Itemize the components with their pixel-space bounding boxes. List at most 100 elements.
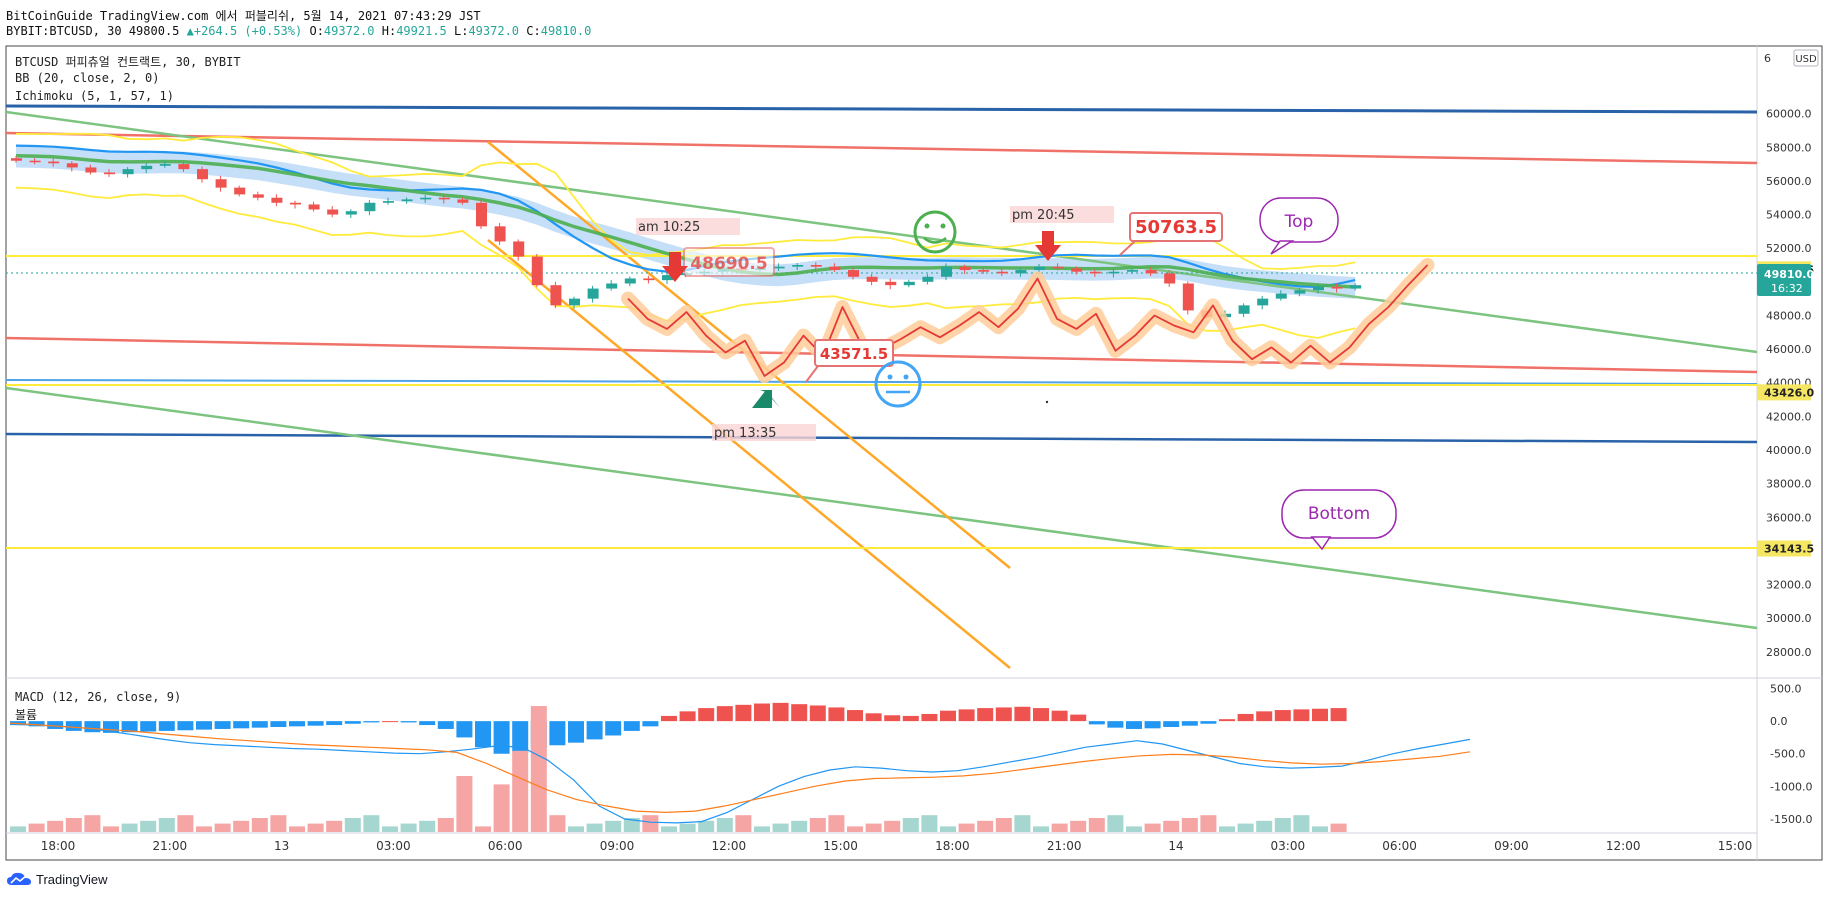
channel-line-orange-lower[interactable] — [487, 239, 1011, 669]
legend-symbol[interactable]: BTCUSD 퍼피츄얼 컨트랙트, 30, BYBIT — [15, 55, 241, 69]
volume-bar — [1219, 826, 1235, 832]
volume-bar — [940, 826, 956, 832]
candle-up — [1127, 270, 1138, 272]
macd-hist-bar — [940, 710, 956, 722]
macd-hist-bar — [1163, 721, 1180, 727]
macd-axis[interactable]: 500.0 0.0 -500.0 -1000.0 -1500.0 — [1770, 683, 1812, 826]
candle-down — [810, 265, 822, 267]
macd-hist-bar — [456, 721, 473, 738]
price-tick-label: 42000.0 — [1766, 410, 1812, 423]
candle-down — [290, 202, 301, 205]
macd-hist-bar — [1126, 721, 1142, 729]
arrow-down-icon[interactable] — [1035, 231, 1061, 261]
callout-top[interactable]: Top — [1284, 212, 1314, 232]
candle-down — [1331, 286, 1343, 289]
volume-bar — [809, 818, 826, 832]
change-value: +264.5 (+0.53%) — [193, 24, 303, 38]
macd-hist-bar — [716, 706, 733, 722]
macd-hist-bar — [233, 721, 250, 729]
price-note-high[interactable]: 50763.5 — [1135, 217, 1217, 238]
macd-hist-bar — [977, 708, 994, 722]
projection-wave[interactable] — [621, 258, 1435, 383]
macd-tick-label: -1000.0 — [1770, 780, 1812, 793]
tradingview-logo[interactable]: TradingView — [6, 868, 108, 890]
support-line-blue[interactable] — [6, 432, 1757, 444]
time-axis[interactable]: 18:00 21:00 13 03:00 06:00 09:00 12:00 15:00 18:… — [41, 839, 1753, 853]
macd-hist-bar — [679, 711, 696, 722]
legend-volume[interactable]: 볼륨 — [15, 708, 38, 722]
volume-bar — [698, 820, 715, 832]
label-am[interactable]: am 10:25 — [638, 220, 700, 235]
volume-bar — [791, 820, 808, 832]
volume-bar — [735, 815, 752, 832]
candle-up — [606, 283, 618, 289]
time-tick-label: 21:00 — [153, 839, 188, 853]
volume-bar — [884, 820, 901, 832]
macd-hist-bar — [1051, 710, 1068, 722]
macd-hist-bar — [1274, 710, 1291, 722]
volume-bar — [772, 823, 789, 832]
resistance-line-blue[interactable] — [6, 104, 1757, 114]
annotations[interactable]: am 10:25 pm 20:45 pm 13:35 50763.5 43571… — [636, 197, 1397, 551]
price-note-low-box — [814, 339, 894, 367]
candle-down — [996, 271, 1008, 274]
legend-ichimoku[interactable]: Ichimoku (5, 1, 57, 1) — [15, 89, 174, 103]
last-price-tag[interactable]: 49810.0 16:32 — [1757, 264, 1814, 296]
price-note-low[interactable]: 43571.5 — [820, 345, 888, 363]
macd-hist-bar — [437, 721, 454, 729]
candle-up — [587, 288, 599, 299]
price-tick-label: 38000.0 — [1766, 478, 1812, 491]
price-tick-label: 32000.0 — [1766, 579, 1812, 592]
volume-bar — [382, 826, 398, 832]
label-pm1[interactable]: pm 20:45 — [1012, 208, 1075, 223]
macd-pane[interactable] — [9, 702, 1471, 832]
macd-tick-label: -1500.0 — [1770, 813, 1812, 826]
arrow-up-icon[interactable] — [752, 390, 780, 408]
volume-bar — [586, 823, 603, 832]
currency-label[interactable]: USD — [1795, 54, 1817, 65]
macd-tick-label: 0.0 — [1770, 715, 1788, 728]
currency-button[interactable] — [1793, 49, 1819, 67]
candle-down — [197, 169, 208, 180]
downtrend-line-red-upper[interactable] — [6, 131, 1757, 165]
volume-bar — [419, 820, 436, 832]
volume-bar — [1014, 815, 1031, 832]
high-value: 49921.5 — [396, 24, 447, 38]
price-tag-bg — [1757, 540, 1811, 557]
trendlines[interactable] — [6, 104, 1757, 669]
time-tick-label: 06:00 — [488, 839, 523, 853]
volume-bar — [1070, 820, 1087, 832]
macd-hist-bar — [121, 721, 138, 733]
macd-histogram — [10, 702, 1347, 754]
callout-bottom[interactable]: Bottom — [1308, 504, 1370, 524]
macd-hist-bar — [995, 707, 1012, 722]
price-axis-top-label: 6 — [1764, 52, 1771, 65]
volume-bar — [754, 826, 770, 832]
volume-bar — [1051, 823, 1068, 832]
candle-down — [11, 158, 22, 161]
last-price-value: 49810.0 — [1764, 268, 1814, 281]
time-tick-label: 14 — [1168, 839, 1183, 853]
smiley-neutral-icon[interactable] — [874, 360, 922, 408]
support-line-light-blue[interactable] — [6, 379, 1757, 385]
time-tick-label: 18:00 — [935, 839, 970, 853]
volume-bar — [512, 750, 529, 832]
candle-up — [1015, 270, 1027, 274]
wave-line[interactable] — [627, 264, 1429, 377]
volume-bar — [679, 823, 696, 832]
price-note-mid[interactable]: 48690.5 — [690, 254, 767, 274]
label-pm2[interactable]: pm 13:35 — [714, 426, 777, 441]
price-pane[interactable]: am 10:25 pm 20:45 pm 13:35 50763.5 43571… — [6, 104, 1757, 669]
arrow-down-icon[interactable] — [662, 252, 688, 282]
legend-bb[interactable]: BB (20, close, 2, 0) — [15, 71, 160, 85]
signal-line — [9, 722, 1471, 814]
candle-down — [252, 194, 264, 198]
candle-up — [1294, 290, 1306, 294]
downtrend-line-green-lower[interactable] — [6, 386, 1757, 630]
candlestick-series[interactable] — [11, 156, 1362, 320]
volume-bar — [400, 823, 417, 832]
time-tick-label: 12:00 — [1606, 839, 1641, 853]
smiley-happy-icon[interactable] — [913, 210, 957, 254]
legend-macd[interactable]: MACD (12, 26, close, 9) — [15, 690, 182, 704]
